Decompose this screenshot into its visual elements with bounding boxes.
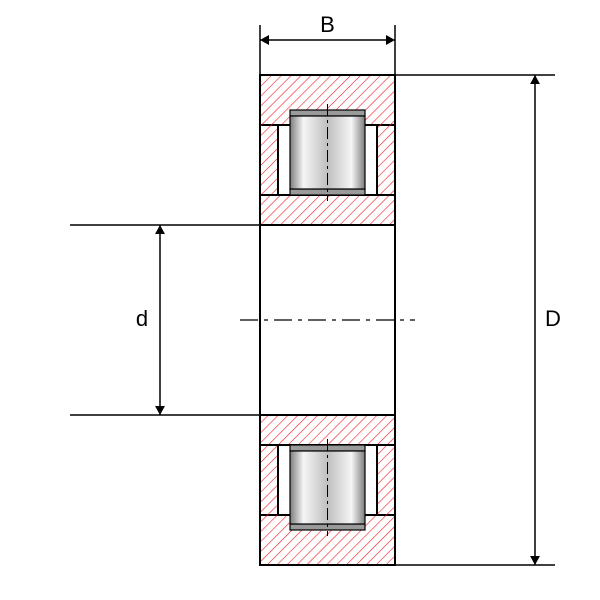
arrowhead-icon bbox=[386, 35, 395, 45]
label-bore-d: d bbox=[136, 306, 148, 331]
arrowhead-icon bbox=[155, 406, 165, 415]
section-rect bbox=[261, 124, 278, 127]
section-rect bbox=[260, 125, 278, 195]
section-rect bbox=[261, 514, 278, 517]
section-rect bbox=[377, 125, 395, 195]
section-rect bbox=[378, 514, 395, 517]
arrowhead-icon bbox=[260, 35, 269, 45]
label-width-B: B bbox=[320, 12, 335, 37]
section-rect bbox=[377, 445, 395, 515]
arrowhead-icon bbox=[530, 556, 540, 565]
label-outer-D: D bbox=[545, 306, 561, 331]
arrowhead-icon bbox=[155, 225, 165, 234]
section-rect bbox=[260, 445, 278, 515]
arrowhead-icon bbox=[530, 75, 540, 84]
section-rect bbox=[378, 124, 395, 127]
